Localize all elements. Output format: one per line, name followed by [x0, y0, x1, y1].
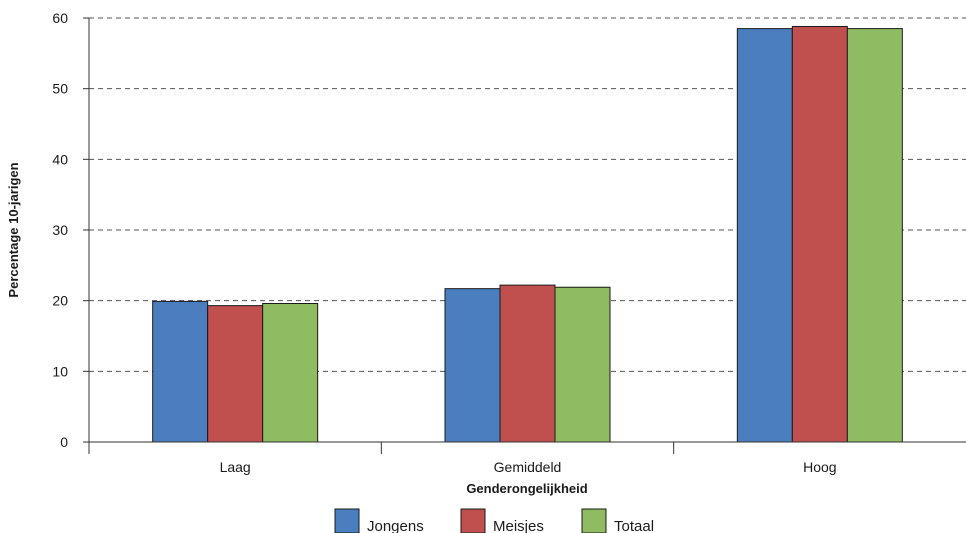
x-tick-label: Hoog: [803, 459, 836, 475]
bar-jongens-gemiddeld: [444, 288, 501, 443]
legend-swatch-totaal: [581, 508, 607, 533]
legend-swatch-meisjes: [460, 508, 486, 533]
axes: [83, 17, 966, 454]
bars: [152, 25, 903, 443]
bar-jongens-laag: [152, 300, 209, 443]
x-tick-label: Laag: [220, 459, 251, 475]
bar-meisjes-gemiddeld: [499, 284, 556, 443]
bar-totaal-gemiddeld: [554, 286, 611, 443]
bar-totaal-hoog: [846, 28, 903, 443]
legend-label-meisjes: Meisjes: [493, 518, 544, 533]
x-tick-labels: Laag Gemiddeld Hoog: [220, 459, 837, 475]
y-tick-label: 40: [52, 151, 68, 167]
legend-label-totaal: Totaal: [614, 518, 654, 533]
bar-meisjes-laag: [207, 305, 264, 443]
y-tick-label: 50: [52, 81, 68, 97]
legend-swatch-jongens: [334, 508, 360, 533]
y-tick-label: 20: [52, 293, 68, 309]
y-tick-label: 10: [52, 363, 68, 379]
x-axis-title: Genderongelijkheid: [466, 481, 587, 496]
y-tick-label: 0: [60, 434, 68, 450]
bar-totaal-laag: [262, 302, 319, 443]
y-tick-label: 60: [52, 10, 68, 26]
y-tick-label: 30: [52, 222, 68, 238]
y-axis-title: Percentage 10-jarigen: [6, 162, 21, 297]
x-tick-label: Gemiddeld: [494, 459, 562, 475]
bar-jongens-hoog: [736, 28, 793, 443]
legend: Jongens Meisjes Totaal: [334, 508, 654, 533]
legend-label-jongens: Jongens: [367, 518, 424, 533]
bar-meisjes-hoog: [791, 25, 848, 443]
y-tick-labels: 0 10 20 30 40 50 60: [52, 10, 68, 450]
